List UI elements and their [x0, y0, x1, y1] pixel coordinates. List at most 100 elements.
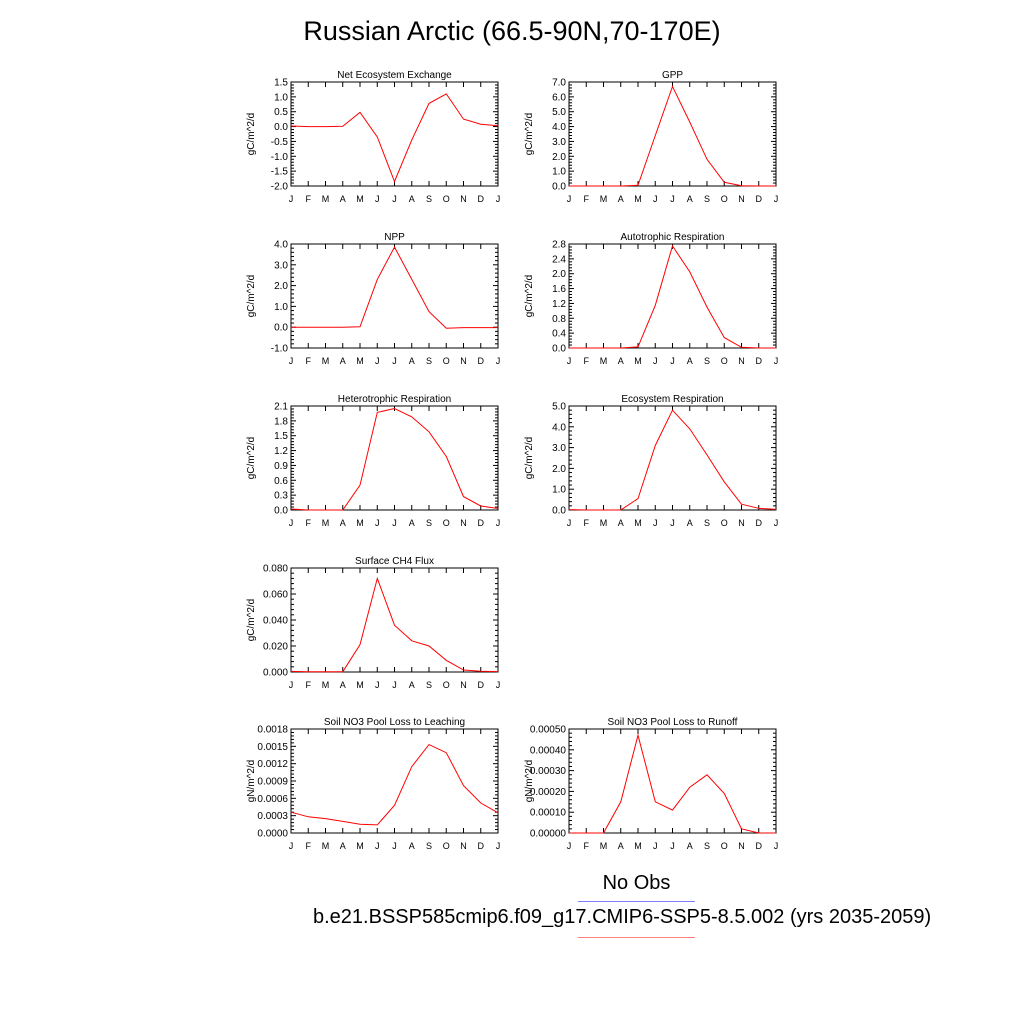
x-tick-label: S — [426, 194, 432, 204]
x-tick-label: J — [289, 356, 294, 366]
panel-title: Ecosystem Respiration — [621, 394, 723, 405]
x-tick-label: F — [306, 194, 312, 204]
y-tick-label: 0.00000 — [530, 829, 567, 840]
chart-panel: Surface CH4 Flux 0.000 0.020 0.040 0.060 0.08… — [246, 556, 500, 690]
y-tick-label: 0.0 — [552, 182, 566, 193]
x-tick-label: J — [375, 680, 380, 690]
panel-title: Autotrophic Respiration — [621, 232, 725, 243]
series-line — [569, 85, 776, 187]
x-tick-label: J — [670, 841, 675, 851]
x-tick-label: J — [567, 518, 572, 528]
x-tick-label: D — [756, 518, 763, 528]
x-tick-label: J — [567, 356, 572, 366]
y-tick-label: 0.6 — [274, 476, 288, 487]
y-tick-label: 0.0006 — [257, 794, 288, 805]
x-tick-label: A — [409, 356, 415, 366]
x-tick-label: N — [460, 356, 467, 366]
x-tick-label: N — [738, 841, 745, 851]
x-tick-label: F — [584, 356, 590, 366]
x-tick-label: J — [375, 356, 380, 366]
x-tick-label: A — [687, 841, 693, 851]
series-line — [291, 246, 498, 329]
x-tick-label: M — [634, 356, 642, 366]
y-tick-label: 0.0 — [552, 506, 566, 517]
y-tick-label: 4.0 — [274, 240, 288, 251]
panel-title: Net Ecosystem Exchange — [337, 70, 452, 81]
y-tick-label: 1.0 — [552, 485, 566, 496]
plot-frame — [290, 243, 499, 349]
y-tick-label: 3.0 — [552, 443, 566, 454]
y-tick-label: 1.8 — [274, 416, 288, 427]
x-tick-label: D — [478, 194, 485, 204]
series-line — [569, 733, 776, 834]
x-tick-label: M — [322, 194, 330, 204]
x-tick-label: D — [478, 356, 485, 366]
y-tick-label: 1.0 — [552, 167, 566, 178]
y-tick-label: 0.00030 — [530, 766, 567, 777]
y-tick-label: 2.0 — [552, 464, 566, 475]
x-tick-label: J — [392, 680, 397, 690]
series-line — [290, 743, 499, 826]
y-tick-label: 1.2 — [274, 446, 288, 457]
x-tick-label: N — [460, 841, 467, 851]
y-axis-label: gC/m^2/d — [524, 113, 535, 156]
x-tick-label: J — [774, 518, 779, 528]
x-tick-label: M — [322, 356, 330, 366]
x-tick-label: J — [670, 356, 675, 366]
plot-frame — [290, 405, 499, 511]
x-tick-label: A — [687, 356, 693, 366]
y-tick-label: 1.0 — [274, 302, 288, 313]
y-tick-label: 5.0 — [552, 107, 566, 118]
y-tick-label: 0.00050 — [530, 725, 567, 736]
chart-panel: Net Ecosystem Exchange -2.0 -1.5 -1.0 -0.5 0.… — [246, 70, 500, 204]
legend-model-label: b.e21.BSSP585cmip6.f09_g17.CMIP6-SSP5-8.… — [313, 906, 932, 928]
x-tick-label: J — [392, 518, 397, 528]
page-title: Russian Arctic (66.5-90N,70-170E) — [303, 16, 721, 46]
x-tick-label: A — [618, 194, 624, 204]
series-line — [568, 409, 777, 511]
x-tick-label: J — [774, 841, 779, 851]
x-tick-label: J — [496, 356, 501, 366]
x-tick-label: M — [356, 194, 364, 204]
plot-frame — [568, 405, 777, 511]
legend-obs-label: No Obs — [602, 872, 671, 894]
x-tick-label: D — [478, 518, 485, 528]
y-tick-label: 4.0 — [552, 122, 566, 133]
panel-title: Soil NO3 Pool Loss to Leaching — [324, 717, 465, 728]
x-tick-label: A — [687, 518, 693, 528]
chart-panel: Autotrophic Respiration 0.0 0.4 0.8 1.2 1.6 2.… — [524, 232, 778, 366]
x-tick-label: A — [409, 518, 415, 528]
y-tick-label: 0.020 — [263, 642, 288, 653]
x-tick-label: O — [443, 356, 450, 366]
x-tick-label: O — [443, 518, 450, 528]
x-tick-label: M — [322, 680, 330, 690]
y-tick-label: 6.0 — [552, 92, 566, 103]
x-tick-label: O — [721, 841, 728, 851]
y-tick-label: 7.0 — [552, 78, 566, 89]
y-tick-label: 1.5 — [274, 78, 288, 89]
y-tick-label: -0.5 — [271, 137, 289, 148]
y-tick-label: 4.0 — [552, 422, 566, 433]
plot-frame — [290, 567, 499, 673]
x-tick-label: S — [426, 356, 432, 366]
x-tick-label: O — [443, 841, 450, 851]
y-tick-label: 0.0003 — [257, 811, 288, 822]
x-tick-label: N — [738, 356, 745, 366]
x-tick-label: O — [443, 680, 450, 690]
y-tick-label: 0.00010 — [530, 808, 567, 819]
x-tick-label: A — [618, 518, 624, 528]
y-tick-label: 3.0 — [274, 260, 288, 271]
panel-title: GPP — [662, 70, 683, 81]
x-tick-label: D — [478, 680, 485, 690]
y-tick-label: 1.5 — [274, 431, 288, 442]
x-tick-label: N — [738, 194, 745, 204]
x-tick-label: S — [704, 518, 710, 528]
x-tick-label: J — [567, 841, 572, 851]
x-tick-label: A — [409, 841, 415, 851]
y-tick-label: 2.0 — [274, 281, 288, 292]
x-tick-label: N — [460, 194, 467, 204]
x-tick-label: N — [460, 680, 467, 690]
y-tick-label: 0.0 — [274, 506, 288, 517]
